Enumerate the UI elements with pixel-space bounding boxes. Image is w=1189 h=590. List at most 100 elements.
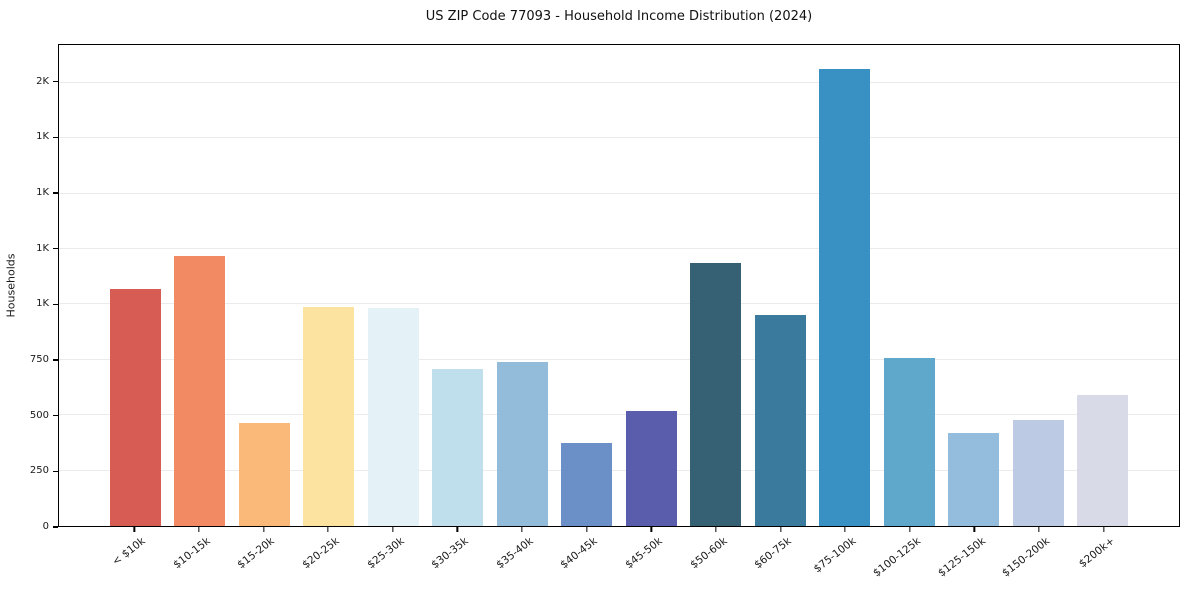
bar-11 (819, 69, 871, 526)
y-tick-label: 750 (29, 354, 49, 366)
x-tick-mark (392, 527, 394, 532)
y-tick-label: 500 (29, 409, 49, 421)
x-tick-label: $35-40k (493, 535, 536, 572)
bar-slot-3 (297, 45, 362, 526)
x-tick-mark (779, 527, 782, 532)
bar-slot-15 (1071, 45, 1136, 526)
x-tick-12: $100-125k (871, 527, 943, 589)
x-tick-label: $15-20k (235, 535, 277, 572)
bar-14 (1012, 419, 1064, 526)
bar-slot-6 (490, 45, 555, 526)
x-tick-3: $20-25k (296, 527, 361, 589)
y-tick-4: 1K (36, 299, 58, 309)
bar-slot-1 (168, 45, 233, 526)
y-tick-3: 750 (30, 355, 58, 365)
y-tick-mark (53, 192, 58, 194)
x-tick-9: $50-60k (684, 527, 749, 589)
y-tick-5: 1K (36, 242, 58, 254)
x-tick-label: $125-150k (935, 535, 988, 580)
bar-4 (367, 307, 419, 526)
x-tick-1: $10-15k (167, 527, 232, 589)
x-tick-label: $25-30k (364, 535, 407, 572)
bar-1 (174, 255, 226, 526)
x-tick-mark (262, 527, 265, 532)
x-tick-11: $75-100k (811, 527, 878, 589)
bar-9 (690, 263, 742, 526)
gridline (59, 247, 1179, 249)
y-tick-mark (53, 415, 58, 417)
x-tick-label: $40-45k (558, 535, 601, 572)
x-tick-label: $50-60k (687, 535, 730, 572)
bar-slot-12 (877, 45, 942, 526)
bar-slot-5 (426, 45, 491, 526)
x-tick-label: $150-200k (1000, 535, 1053, 580)
bar-2 (238, 422, 290, 526)
x-tick-mark (1103, 527, 1105, 532)
bar-5 (432, 368, 484, 526)
bar-slot-8 (619, 45, 684, 526)
bar-15 (1077, 395, 1129, 526)
y-axis: 0 250 500 750 1K 1K 1K 1K 2K (0, 44, 58, 532)
y-tick-mark (53, 248, 58, 250)
bars-layer (59, 45, 1179, 526)
bar-slot-11 (813, 45, 878, 526)
chart-title: US ZIP Code 77093 - Household Income Dis… (425, 9, 813, 24)
x-tick-label: $45-50k (623, 535, 665, 572)
gridline (59, 192, 1179, 194)
x-tick-4: $25-30k (361, 527, 426, 589)
y-tick-label: 1K (36, 131, 49, 143)
y-tick-label: 1K (36, 242, 49, 254)
x-tick-label: $100-125k (871, 535, 924, 580)
bar-12 (883, 357, 935, 526)
x-tick-mark (133, 527, 135, 532)
x-tick-mark (650, 527, 652, 532)
x-tick-label: $20-25k (300, 535, 342, 572)
x-tick-label: $30-35k (429, 535, 471, 572)
x-tick-6: $35-40k (490, 527, 555, 589)
bar-slot-9 (684, 45, 749, 526)
gridline (59, 469, 1179, 471)
bar-7 (561, 442, 613, 526)
y-tick-0: 0 (43, 522, 58, 532)
y-tick-1: 250 (30, 466, 58, 476)
bar-10 (754, 315, 806, 526)
x-tick-10: $60-75k (748, 527, 813, 589)
x-tick-mark (909, 527, 911, 532)
y-tick-label: 1K (36, 187, 49, 199)
bar-0 (109, 288, 161, 526)
bar-slot-2 (232, 45, 297, 526)
gridline (59, 414, 1179, 416)
plot-area (58, 44, 1180, 527)
x-tick-13: $125-150k (936, 527, 1007, 589)
y-tick-label: 1K (36, 298, 49, 310)
x-tick-mark (521, 527, 523, 532)
x-tick-mark (327, 527, 329, 532)
x-tick-8: $45-50k (619, 527, 684, 589)
gridlines (59, 45, 1179, 526)
bar-slot-10 (748, 45, 813, 526)
y-tick-6: 1K (36, 188, 58, 198)
x-tick-mark (198, 527, 200, 532)
x-tick-7: $40-45k (554, 527, 619, 589)
y-tick-mark (53, 136, 58, 139)
y-tick-label: 0 (42, 521, 49, 532)
y-tick-mark (53, 526, 58, 528)
y-tick-2: 500 (29, 409, 58, 421)
y-tick-8: 2K (36, 76, 58, 87)
x-axis: < $10k $10-15k $15-20k $20-25k $25-30k $30-35… (58, 527, 1180, 589)
y-tick-mark (53, 303, 58, 306)
x-tick-5: $30-35k (425, 527, 490, 589)
x-tick-14: $150-200k (1000, 527, 1072, 589)
x-tick-0: < $10k (102, 527, 167, 589)
bar-6 (496, 361, 548, 526)
y-tick-mark (53, 359, 58, 361)
gridline (59, 81, 1179, 83)
x-tick-mark (844, 527, 846, 532)
x-tick-label: $75-100k (811, 535, 859, 576)
bar-slot-4 (361, 45, 426, 526)
x-tick-mark (456, 527, 459, 532)
x-tick-2: $15-20k (231, 527, 296, 589)
gridline (59, 137, 1179, 139)
x-tick-label: < $10k (110, 535, 148, 569)
x-tick-label: $60-75k (752, 535, 794, 572)
